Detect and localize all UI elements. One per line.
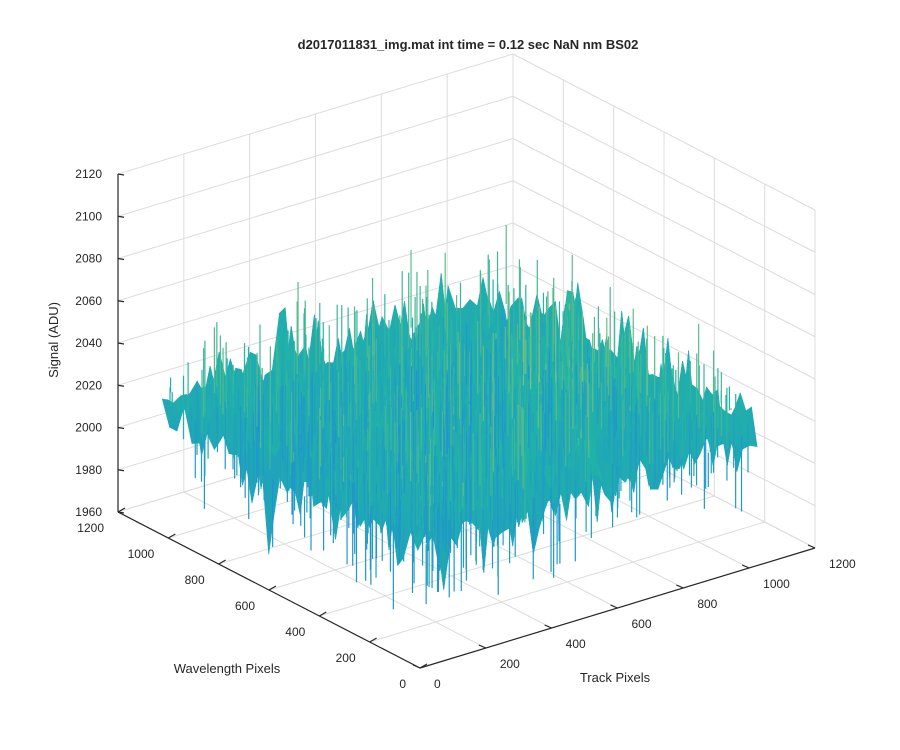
y-tick-label: 600 xyxy=(632,617,652,631)
grid-line-wall-z-left xyxy=(117,180,514,302)
x-tick-label: 1200 xyxy=(77,521,104,535)
x-tick-mark xyxy=(369,637,377,643)
chart-title: d2017011831_img.mat int time = 0.12 sec … xyxy=(298,37,639,52)
z-tick-mark xyxy=(117,300,125,303)
x-axis-ticks: 0 200 400 600 800 1000 1200 xyxy=(77,507,428,691)
grid-line-wall-z-right xyxy=(512,53,816,211)
y-tick-label: 0 xyxy=(434,677,441,691)
y-tick-label: 400 xyxy=(566,637,586,651)
z-tick-label: 2040 xyxy=(75,336,102,350)
grid-line-wall-z-left xyxy=(117,138,514,259)
y-tick-label: 200 xyxy=(500,657,520,671)
z-tick-mark xyxy=(117,426,125,430)
x-tick-label: 400 xyxy=(285,625,305,639)
grid-line-wall-z-left xyxy=(117,95,514,217)
z-tick-label: 1960 xyxy=(75,505,102,519)
grid-line-wall-z-right xyxy=(512,138,816,295)
grid-line-wall-z-right xyxy=(512,222,816,380)
z-axis-label: Signal (ADU) xyxy=(46,302,61,378)
grid-line-wall-z-left xyxy=(117,53,514,175)
z-tick-label: 1980 xyxy=(75,463,102,477)
y-tick-mark xyxy=(412,664,421,669)
x-tick-mark xyxy=(117,507,126,513)
z-tick-mark xyxy=(117,384,125,387)
y-tick-mark xyxy=(676,584,684,589)
surface-layer xyxy=(161,225,758,610)
x-tick-label: 0 xyxy=(399,677,406,691)
z-tick-label: 2120 xyxy=(75,167,102,181)
y-tick-label: 1000 xyxy=(763,577,790,591)
x-tick-label: 200 xyxy=(336,651,356,665)
y-tick-label: 800 xyxy=(697,597,717,611)
x-tick-mark xyxy=(268,585,277,591)
x-axis-label: Wavelength Pixels xyxy=(174,661,281,676)
x-tick-label: 600 xyxy=(235,599,255,613)
x-tick-mark xyxy=(419,663,428,669)
z-tick-mark xyxy=(117,469,125,472)
z-tick-label: 2100 xyxy=(75,209,102,223)
y-tick-mark xyxy=(807,544,816,549)
x-tick-mark xyxy=(168,533,176,539)
z-axis-ticks: 1960 1980 2000 2020 2040 2060 2080 2100 2120 xyxy=(75,167,125,519)
grid-line-wall-z-right xyxy=(512,264,816,422)
z-tick-mark xyxy=(117,257,125,261)
z-tick-label: 2000 xyxy=(75,421,102,435)
grid-line-wall-z-left xyxy=(117,222,514,344)
x-tick-mark xyxy=(218,559,226,565)
x-tick-mark xyxy=(319,611,327,617)
y-tick-mark xyxy=(544,624,552,629)
x-tick-label: 800 xyxy=(185,573,205,587)
y-tick-mark xyxy=(478,644,487,649)
z-tick-mark xyxy=(117,215,125,218)
z-tick-label: 2020 xyxy=(75,378,102,392)
y-axis-ticks: 0 200 400 600 800 1000 1200 xyxy=(412,544,856,691)
y-axis-label: Track Pixels xyxy=(580,670,651,685)
y-tick-mark xyxy=(741,564,750,569)
z-tick-label: 2060 xyxy=(75,294,102,308)
z-tick-mark xyxy=(117,511,125,514)
y-tick-mark xyxy=(610,604,618,609)
z-tick-mark xyxy=(117,342,125,345)
grid-line-wall-z-right xyxy=(512,180,816,338)
y-tick-label: 1200 xyxy=(829,557,856,571)
grid-line-floor-y xyxy=(183,491,487,649)
grid-line-wall-z-right xyxy=(512,95,816,253)
z-tick-mark xyxy=(117,173,125,176)
x-tick-label: 1000 xyxy=(128,547,155,561)
z-tick-label: 2080 xyxy=(75,252,102,266)
